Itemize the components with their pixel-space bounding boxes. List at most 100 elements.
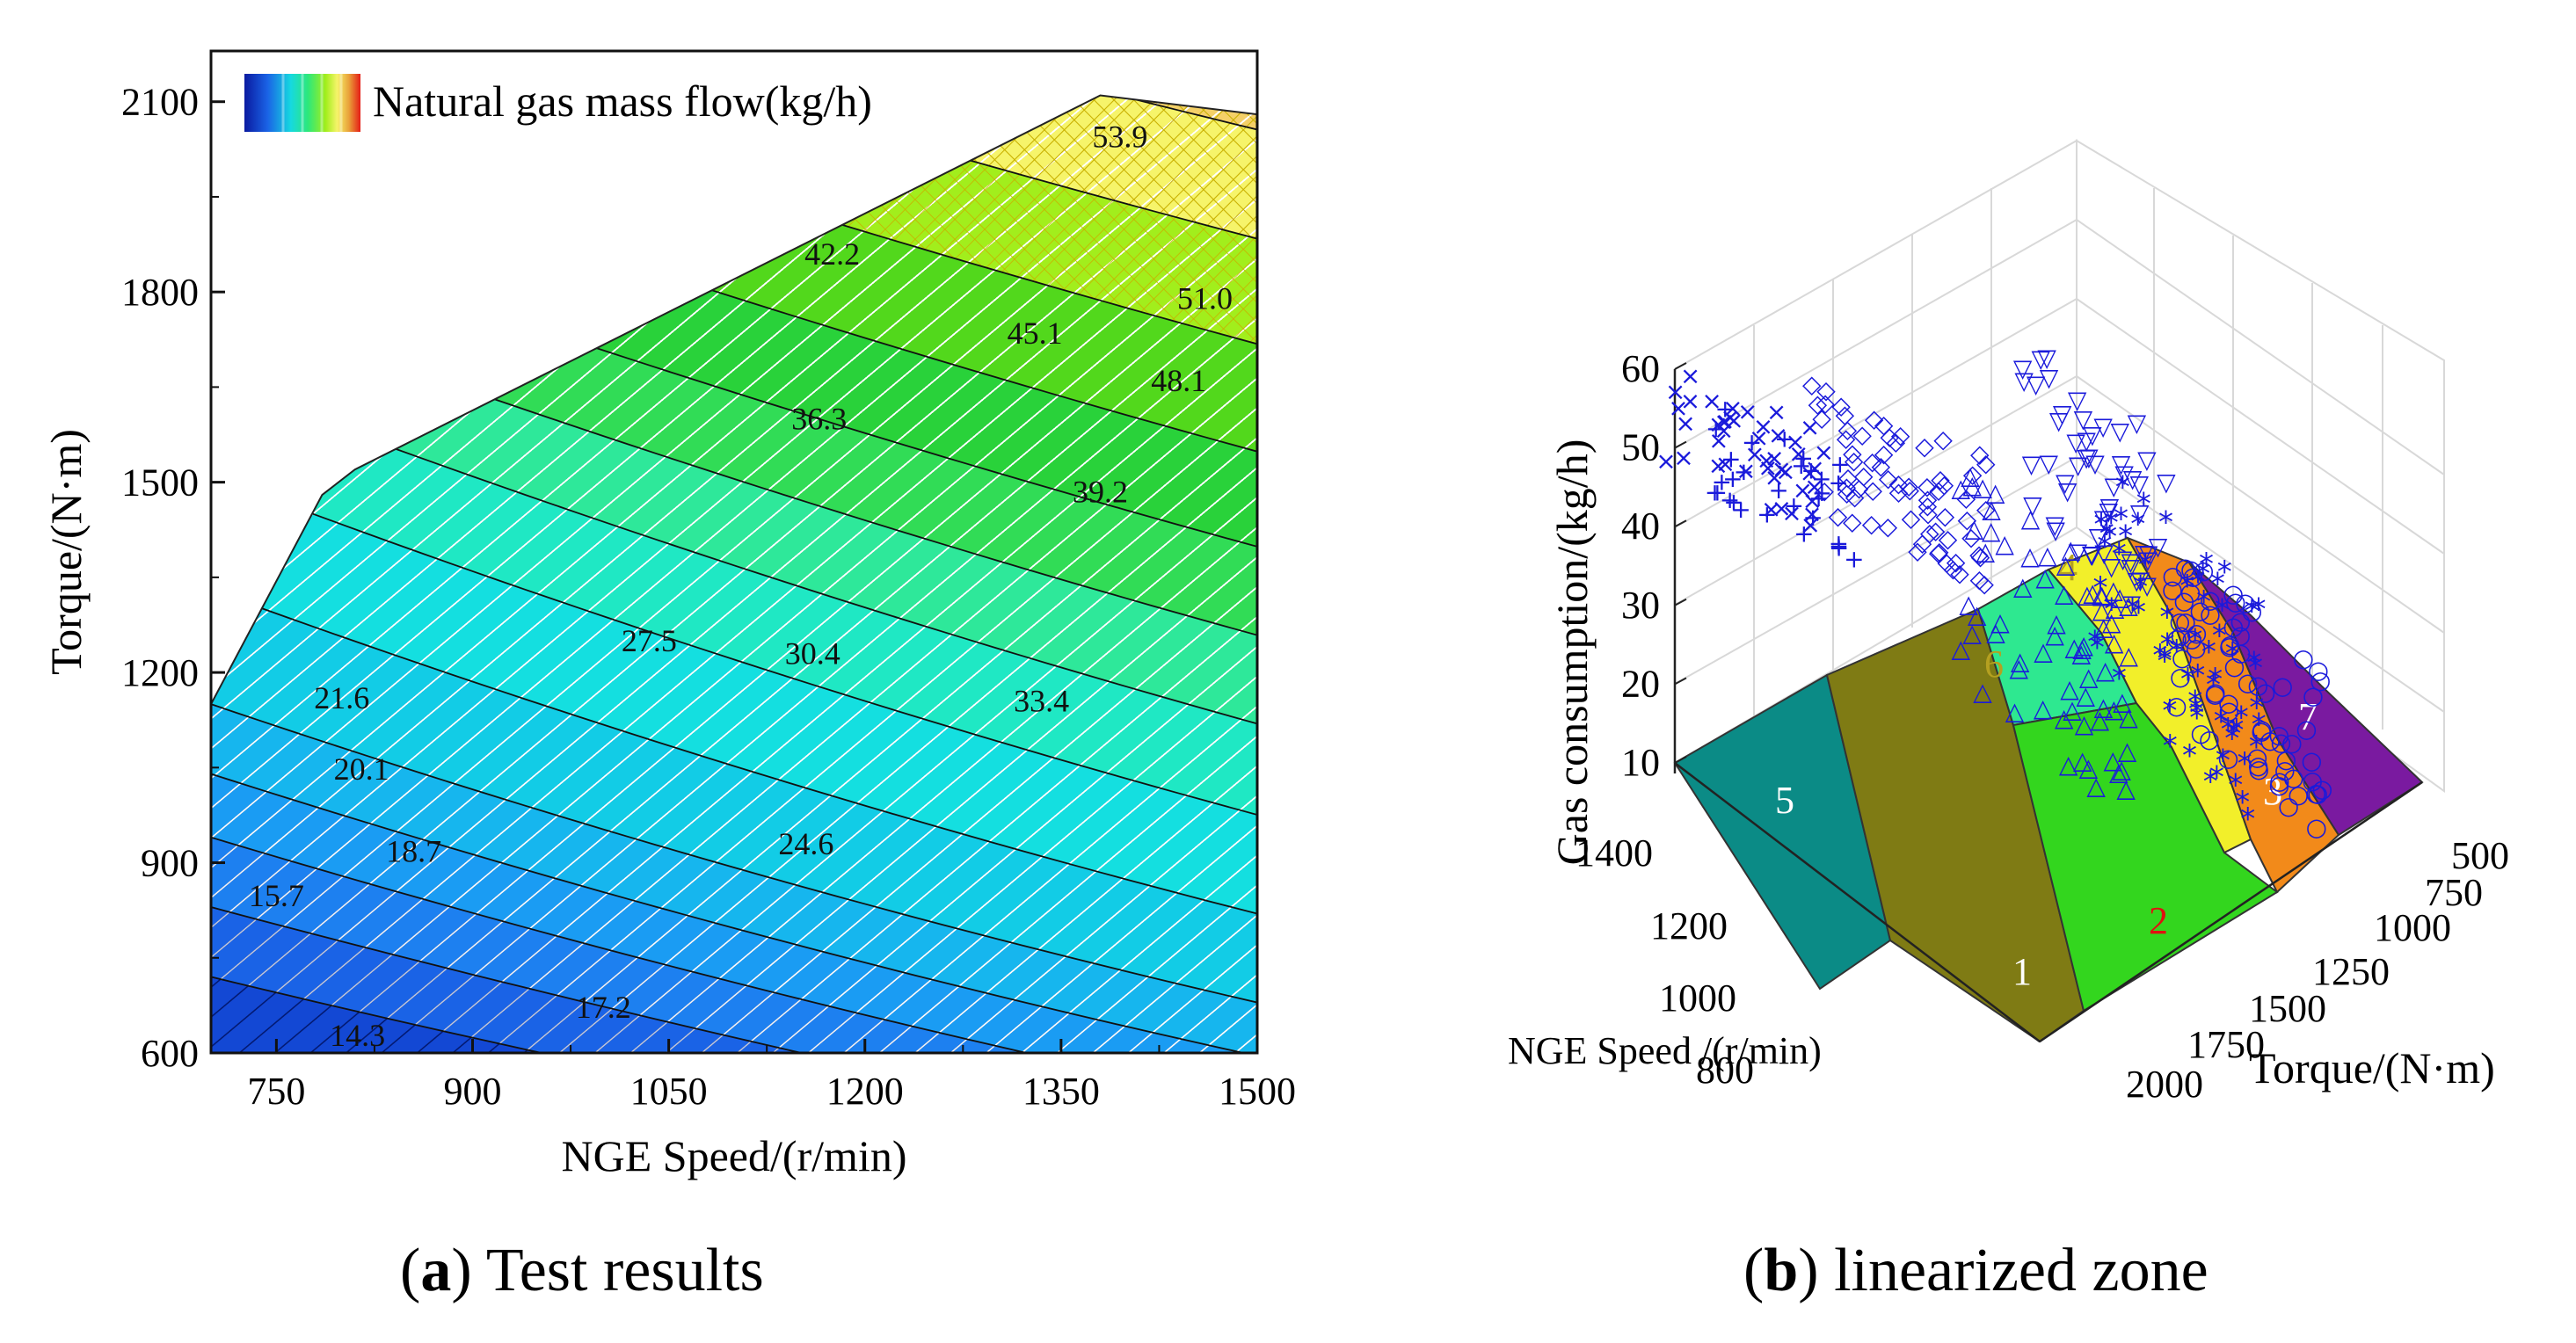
- scatter-marker: ○: [2296, 715, 2317, 744]
- scatter-marker: ◇: [1976, 448, 1996, 477]
- scatter-marker: ▽: [2083, 420, 2102, 449]
- contour-label: 24.6: [778, 826, 833, 861]
- scatter-marker: *: [2249, 730, 2264, 765]
- zone-polygons: [1673, 536, 2424, 1043]
- scatter-marker: △: [2105, 628, 2124, 657]
- scatter-marker: ×: [1736, 456, 1756, 485]
- scatter-marker: △: [1976, 537, 1996, 566]
- scatter-marker: ○: [2200, 585, 2221, 614]
- speed-tick-label: 1200: [1650, 904, 1728, 947]
- torque-tick-label: 1750: [2187, 1023, 2265, 1066]
- scatter-marker: ◇: [1879, 512, 1898, 541]
- scatter-marker: ×: [1814, 438, 1834, 467]
- plot-frame: [209, 49, 1259, 1055]
- scatter-marker: ○: [2165, 691, 2187, 720]
- scatter-marker: ○: [2162, 574, 2183, 603]
- scatter-marker: ○: [2185, 633, 2206, 662]
- scatter-marker: *: [2210, 567, 2225, 602]
- scatter-marker: ▽: [2130, 469, 2150, 498]
- torque-tick-label: 1000: [2374, 906, 2451, 949]
- colorbar-label: Natural gas mass flow(kg/h): [373, 76, 872, 126]
- contour-label: 15.7: [249, 878, 304, 913]
- contour-band: [211, 0, 1257, 7]
- speed-tick-label: 1000: [1659, 976, 1736, 1020]
- scatter-marker: △: [1962, 618, 1982, 647]
- scatter-marker: +: [1706, 414, 1726, 443]
- scatter-marker: ◇: [1837, 424, 1856, 453]
- scatter-marker: △: [2073, 745, 2092, 774]
- scatter-marker: ▽: [2149, 532, 2168, 561]
- scatter-marker: *: [2228, 768, 2243, 803]
- scatter-marker: △: [2096, 656, 2115, 685]
- zone-label: 6: [1984, 642, 2004, 686]
- scatter-marker: ×: [1804, 472, 1824, 501]
- scatter-marker: +: [1844, 544, 1864, 573]
- scatter-marker: +: [1829, 534, 1849, 563]
- speed-tick-label: 800: [1696, 1049, 1754, 1092]
- speed-axis-label: NGE Speed /(r/min): [1508, 1029, 1822, 1072]
- y-tick-label: 900: [141, 842, 199, 885]
- y-tick-label: 1200: [121, 651, 199, 694]
- scatter-marker: ×: [1768, 421, 1788, 450]
- contour-line: [211, 0, 1257, 20]
- scatter-marker: ◇: [1961, 522, 1981, 551]
- z-tick-label: 40: [1621, 505, 1660, 548]
- scatter-marker: ▽: [2089, 522, 2108, 551]
- scatter-marker: ○: [2246, 743, 2267, 772]
- scatter-marker: ○: [2218, 696, 2239, 725]
- scatter-marker: ○: [2269, 766, 2290, 795]
- x-axis: 750 900 1050 1200 1350 1500: [247, 1039, 1296, 1113]
- scatter-marker: ○: [2166, 623, 2187, 652]
- scatter-marker: ◇: [1891, 420, 1910, 449]
- contour-labels: 14.3 15.7 17.2 18.7 20.1 21.6 24.6 27.5 30.4 33.4…: [249, 119, 1233, 1052]
- torque-tick-label: 500: [2451, 834, 2509, 877]
- scatter-marker: △: [2079, 662, 2099, 691]
- scatter-marker: *: [2112, 536, 2127, 571]
- scatter-marker: ◇: [1950, 558, 1969, 587]
- scatter-marker: *: [2195, 556, 2210, 592]
- contour-label: 20.1: [334, 751, 389, 787]
- scatter-marker: ×: [1761, 495, 1781, 524]
- scatter-marker: ◇: [1929, 538, 1948, 567]
- scatter-marker: ▽: [2046, 516, 2065, 545]
- z-tick-label: 60: [1621, 347, 1660, 390]
- scatter-marker: +: [1720, 485, 1740, 514]
- scatter-marker: △: [2109, 758, 2128, 787]
- scatter-marker: ×: [1714, 416, 1734, 445]
- scatter-marker: ○: [2272, 671, 2293, 700]
- scatter-marker: ▽: [2032, 345, 2051, 374]
- scatter-marker: ○: [2218, 687, 2239, 716]
- z-axis: 10 20 30 40 50 60: [1621, 347, 1687, 784]
- scatter-marker: *: [2216, 744, 2230, 779]
- scatter-marker: +: [1730, 495, 1750, 524]
- zone-label: 1: [2012, 950, 2032, 993]
- scatter-marker: ○: [2190, 718, 2211, 747]
- contour-band: [211, 0, 1257, 20]
- scatter-marker: ○: [2281, 728, 2303, 757]
- contour-label: 17.2: [576, 990, 631, 1025]
- scatter-marker: *: [2114, 502, 2128, 537]
- scatter-marker: ×: [1753, 412, 1773, 441]
- scatter-marker: ◇: [1850, 473, 1869, 502]
- contour-label: 51.0: [1177, 280, 1233, 316]
- scatter-marker: △: [1982, 516, 2001, 545]
- scatter-marker: ×: [1772, 454, 1792, 483]
- contour-line: [211, 589, 1257, 915]
- scatter-marker: *: [2199, 547, 2214, 582]
- scatter-marker: ▽: [2105, 471, 2124, 500]
- scatter-marker: △: [2021, 504, 2041, 533]
- torque-tick-label: 1250: [2312, 950, 2390, 993]
- scatter-marker: ○: [2199, 724, 2220, 753]
- scatter-marker: ▽: [2114, 459, 2134, 488]
- scatter-marker: △: [2091, 705, 2110, 734]
- scatter-marker: ▽: [2131, 566, 2150, 595]
- torque-axis-label: Torque/(N·m): [2249, 1043, 2495, 1093]
- scatter-marker: ○: [2301, 745, 2322, 774]
- z-tick-mark: [1674, 440, 1687, 449]
- scatter-marker: ×: [1749, 424, 1769, 453]
- z-tick-mark: [1674, 677, 1687, 686]
- y-tick-label: 1800: [121, 271, 199, 314]
